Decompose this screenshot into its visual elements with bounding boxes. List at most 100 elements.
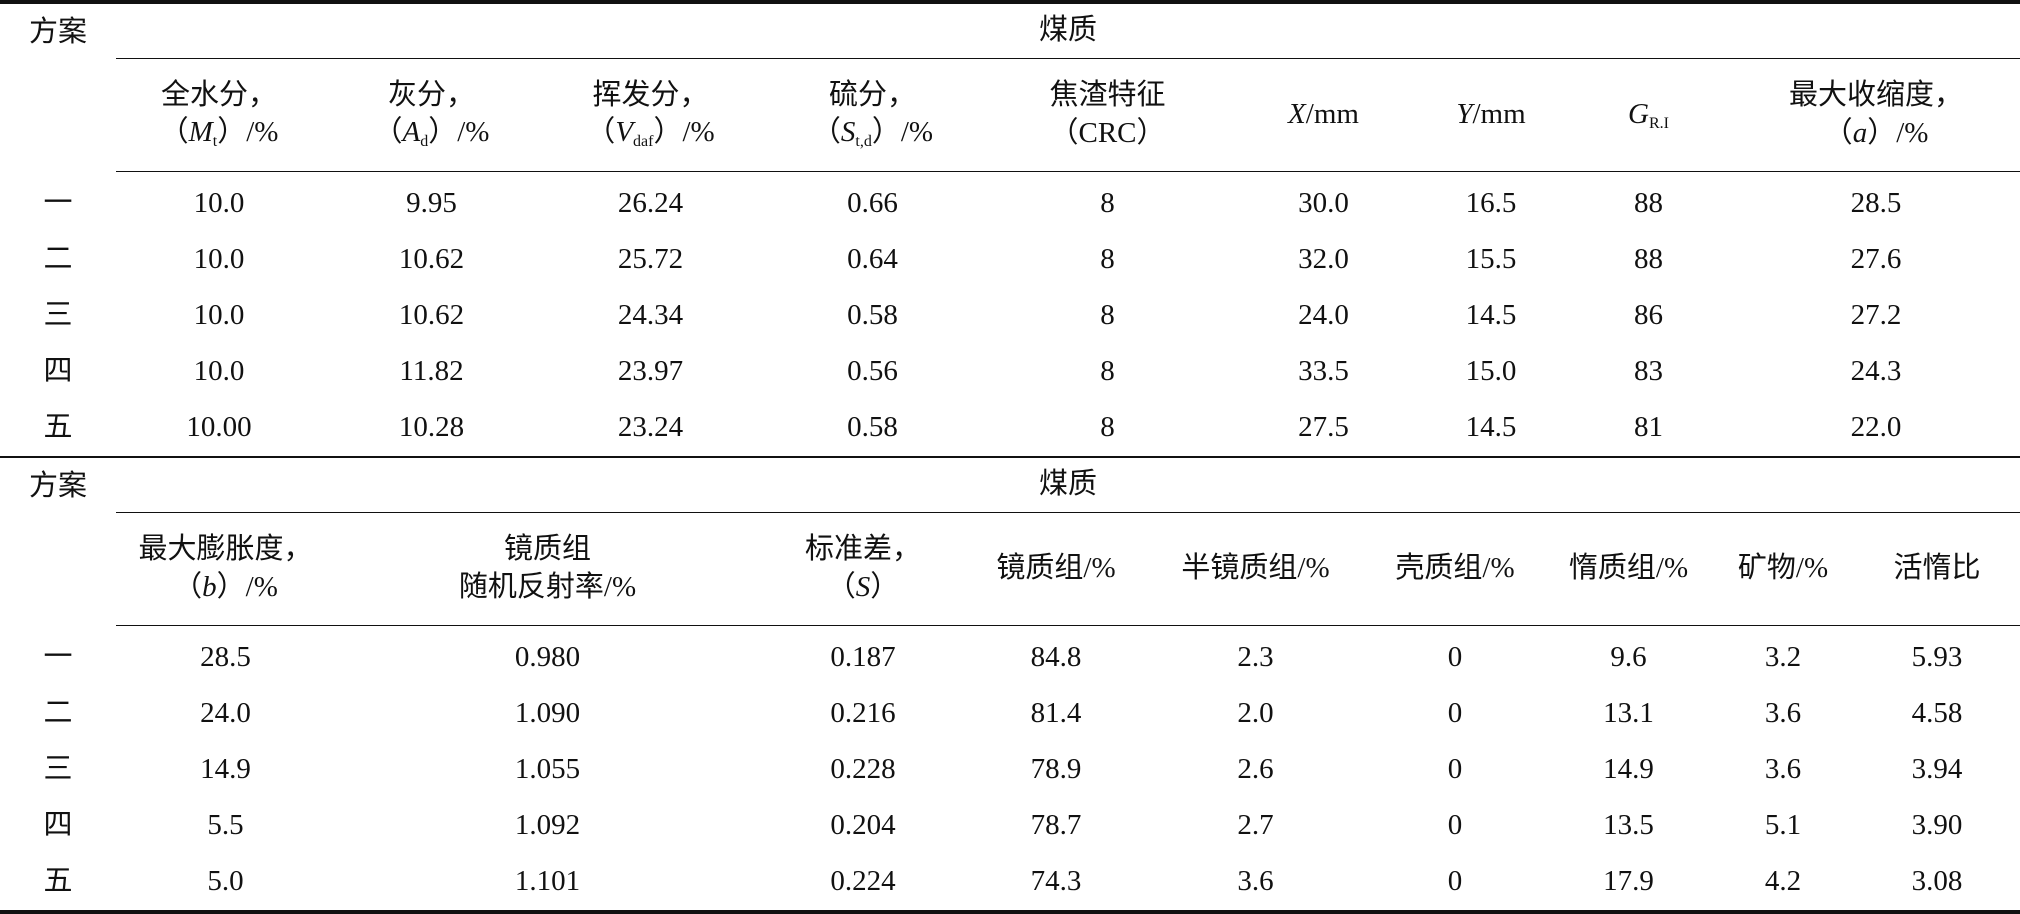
cell: 26.24 [617,187,684,220]
cell: 0.58 [847,411,898,444]
column-header: 矿物/% [1712,512,1854,626]
header-text: 最大膨胀度， [138,533,313,566]
cell: 2.6 [1237,753,1274,786]
column-header: 标准差， （S） [760,512,966,626]
column-header: 镜质组随机反射率/% [335,512,760,626]
cell: 24.3 [1850,355,1902,388]
cell: 78.9 [1030,753,1082,786]
cell: 23.24 [617,411,684,444]
cell: 8 [1100,243,1115,276]
cell: 11.82 [399,355,464,388]
cell: 0 [1447,697,1463,730]
cell: 16.5 [1465,187,1517,220]
header-text: t,d [855,133,872,151]
header-text: t [212,133,218,151]
cell: 8 [1100,187,1115,220]
cell: 0.224 [830,865,896,898]
cell: 10.62 [398,243,465,276]
cell: 0 [1447,641,1463,674]
cell: 13.5 [1603,809,1654,842]
column-header: X/mm [1230,58,1417,172]
header-text: 随机反射率/% [458,571,637,603]
cell: 17.9 [1603,865,1654,898]
cell: 24.34 [617,299,684,332]
cell: 3.08 [1911,865,1963,898]
header-text: 灰分， [387,78,475,111]
header-text: （ [1823,117,1853,149]
cell: 15.5 [1465,243,1517,276]
cell: 10.0 [193,187,245,220]
cell: 1.055 [514,753,581,786]
column-header: 活惰比 [1854,512,2020,626]
header-text: 全水分， [160,78,277,111]
column-header: 镜质组/% [966,512,1146,626]
cell: 14.5 [1465,411,1517,444]
cell: 0.64 [847,243,898,276]
header-text: 最大收缩度， [1789,79,1964,112]
cell: 10.0 [193,355,245,388]
cell: 25.72 [617,243,684,276]
cell: 3.6 [1237,865,1274,898]
header-text: 硫分， [828,78,916,111]
table-row: 一 10.0 9.95 26.24 0.66 8 30.0 16.5 88 28.5 [0,172,2020,233]
header-text: d [420,133,429,151]
group-header: 煤质 [116,457,2020,513]
row-header: 方案 [28,16,87,48]
header-text: （ [826,571,856,603]
column-header: GR.I [1565,58,1732,172]
cell: 8 [1100,299,1115,332]
cell: 10.00 [186,411,252,444]
cell: 2.3 [1237,641,1274,674]
cell: 14.9 [200,753,251,786]
cell: 14.5 [1465,299,1517,332]
cell: 86 [1634,299,1663,332]
column-header: 壳质组/% [1365,512,1545,626]
header-text: A [402,116,421,149]
cell: 88 [1634,187,1663,220]
cell: 0.58 [847,299,898,332]
header-text: ） [870,571,900,603]
cell: 0.66 [847,187,898,220]
header-text: daf [633,133,654,151]
row-label: 四 [43,355,73,388]
cell: 24.0 [1298,299,1349,332]
header-text: ）/% [216,571,278,603]
coal-table: 方案 煤质 最大膨胀度， （b）/% 镜质组随机反射率/% 标准差， （S） 镜质组… [0,456,2020,914]
cell: 0 [1447,865,1463,898]
cell: 5.93 [1911,641,1963,674]
column-header: 最大收缩度， （a）/% [1732,58,2020,172]
cell: 3.94 [1911,753,1963,786]
row-label: 一 [43,640,73,673]
header-text: 镜质组 [503,533,591,566]
header-text: （ [159,116,189,149]
cell: 10.0 [193,299,245,332]
cell: 5.0 [207,865,244,898]
table-body: 一 28.5 0.980 0.187 84.8 2.3 0 9.6 3.2 5.93 二 24.0 1.… [0,626,2020,913]
cell: 22.0 [1850,411,1902,444]
coal-table: 方案 煤质 全水分， （Mt）/% 灰分， （Ad）/% 挥发分， （Vdaf）/% … [0,0,2020,456]
header-text: ）/% [428,116,490,149]
cell: 27.2 [1850,299,1902,332]
cell: 0 [1447,809,1463,842]
column-header: 焦渣特征 （CRC） [985,58,1230,172]
header-text: R.I [1648,114,1669,132]
row-label: 二 [43,243,73,276]
cell: 10.62 [398,299,465,332]
table-row: 二 10.0 10.62 25.72 0.64 8 32.0 15.5 88 27.6 [0,232,2020,288]
cell: 5.1 [1764,809,1802,842]
cell: 0.228 [830,753,896,786]
cell: 27.5 [1298,411,1349,444]
cell: 0.216 [830,697,896,730]
column-header: Y/mm [1417,58,1565,172]
header-text: （ [373,116,403,149]
cell: 32.0 [1298,243,1349,276]
cell: 10.0 [193,243,245,276]
group-header: 煤质 [116,2,2020,59]
column-header: 最大膨胀度， （b）/% [116,512,335,626]
row-header: 方案 [28,470,87,502]
cell: 3.6 [1764,697,1802,730]
table-row: 三 10.0 10.62 24.34 0.58 8 24.0 14.5 86 27.2 [0,288,2020,344]
cell: 88 [1634,243,1663,276]
table-row: 三 14.9 1.055 0.228 78.9 2.6 0 14.9 3.6 3.94 [0,742,2020,798]
